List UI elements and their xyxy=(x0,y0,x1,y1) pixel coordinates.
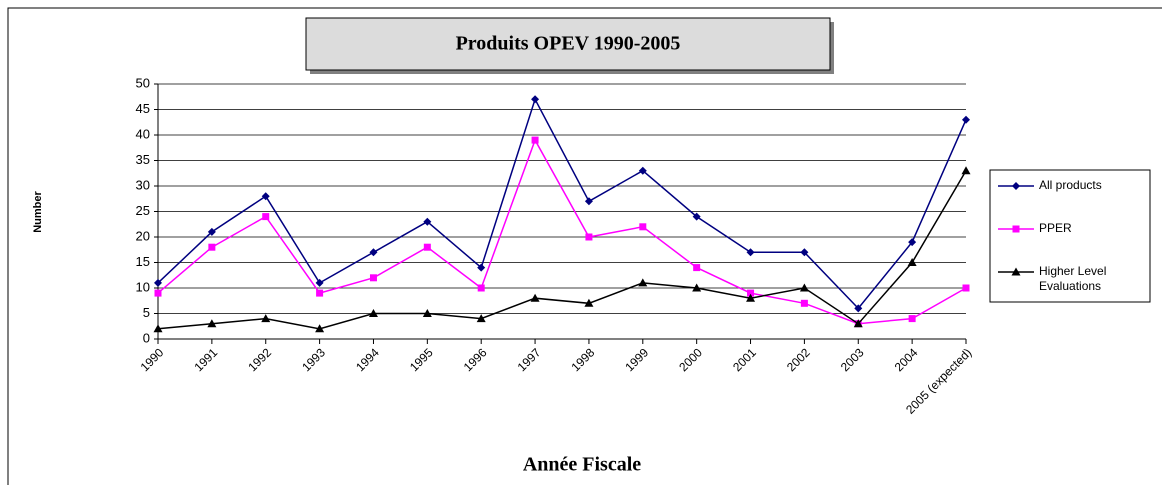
marker xyxy=(1011,267,1021,276)
marker xyxy=(907,258,917,266)
marker xyxy=(638,166,647,175)
marker xyxy=(585,233,593,241)
marker xyxy=(315,278,324,287)
marker xyxy=(799,283,809,292)
y-tick-label: 15 xyxy=(136,254,150,269)
marker xyxy=(584,197,593,206)
marker xyxy=(208,243,216,251)
x-tick-label: 2000 xyxy=(676,345,705,374)
x-tick-label: 2003 xyxy=(838,345,867,374)
legend-label: Higher Level Evaluations xyxy=(1039,264,1107,293)
y-tick-label: 35 xyxy=(136,152,150,167)
series-line xyxy=(157,138,967,325)
y-tick-label: 25 xyxy=(136,203,150,218)
x-tick-label: 2001 xyxy=(730,345,759,374)
marker xyxy=(368,309,378,317)
marker xyxy=(531,95,540,104)
marker xyxy=(800,248,809,257)
chart-title: Produits OPEV 1990-2005 xyxy=(456,33,681,55)
marker xyxy=(316,289,324,297)
series-line xyxy=(157,170,967,330)
marker xyxy=(262,213,270,221)
frame xyxy=(7,7,1162,485)
x-tick-label: 1992 xyxy=(245,345,274,374)
marker xyxy=(423,217,432,226)
x-tick-label: 1993 xyxy=(299,345,328,374)
series-line xyxy=(157,97,967,310)
marker xyxy=(423,243,431,251)
marker xyxy=(692,212,701,221)
marker xyxy=(584,298,594,307)
y-tick-label: 10 xyxy=(136,279,150,294)
marker xyxy=(1012,182,1020,190)
marker xyxy=(746,293,756,302)
marker xyxy=(692,283,702,292)
marker xyxy=(854,304,863,313)
marker xyxy=(962,284,970,292)
x-tick-label: 1990 xyxy=(138,345,167,374)
marker xyxy=(207,319,217,328)
y-tick-label: 30 xyxy=(136,177,150,192)
x-tick-label: 2002 xyxy=(784,345,813,374)
marker xyxy=(207,227,216,236)
y-tick-label: 20 xyxy=(136,228,150,243)
marker xyxy=(154,289,162,297)
y-axis-title: Number xyxy=(32,191,44,233)
marker xyxy=(476,314,486,323)
marker xyxy=(315,324,325,333)
marker xyxy=(800,299,808,307)
legend-label: All products xyxy=(1039,178,1102,192)
x-tick-label: 1997 xyxy=(515,345,544,374)
marker xyxy=(261,314,271,323)
marker xyxy=(422,309,432,317)
x-tick-label: 1998 xyxy=(569,345,598,374)
legend-label: PPER xyxy=(1039,221,1072,235)
marker xyxy=(961,166,971,175)
x-axis-title: Année Fiscale xyxy=(523,454,641,476)
x-tick-label: 1995 xyxy=(407,345,436,374)
marker xyxy=(746,248,755,257)
marker xyxy=(261,192,270,201)
marker xyxy=(747,289,755,297)
marker xyxy=(962,115,970,124)
legend-box xyxy=(989,169,1151,303)
y-tick-label: 5 xyxy=(143,305,150,320)
marker xyxy=(908,315,916,323)
x-tick-label: 2004 xyxy=(892,345,921,374)
y-tick-label: 45 xyxy=(136,101,150,116)
marker xyxy=(530,293,540,302)
marker xyxy=(154,278,162,287)
marker xyxy=(639,223,647,231)
marker xyxy=(1012,225,1020,233)
marker xyxy=(369,274,377,282)
marker xyxy=(638,278,648,287)
x-tick-label: 1999 xyxy=(622,345,651,374)
marker xyxy=(908,238,917,247)
marker xyxy=(477,284,485,292)
x-tick-label: 1991 xyxy=(191,345,220,374)
y-tick-label: 0 xyxy=(143,330,150,345)
x-tick-label: 1994 xyxy=(353,345,382,374)
title-box xyxy=(305,17,831,71)
marker xyxy=(477,263,486,272)
marker xyxy=(531,136,539,144)
marker xyxy=(693,264,701,272)
y-tick-label: 40 xyxy=(136,126,150,141)
marker xyxy=(853,319,863,328)
marker xyxy=(153,324,163,333)
x-tick-label: 1996 xyxy=(461,345,490,374)
marker xyxy=(369,248,378,257)
y-tick-label: 50 xyxy=(136,75,150,90)
